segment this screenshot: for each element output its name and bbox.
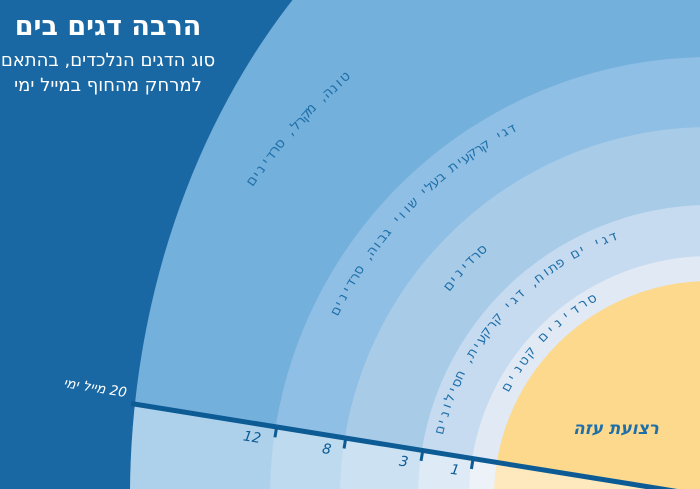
infographic-title: הרבה דגים בים xyxy=(14,11,202,42)
axis-end-label-20nm: 20 מייל ימי xyxy=(62,375,128,402)
header: הרבה דגים בים סוג הדגים הנלכדים, בהתאם ל… xyxy=(0,10,216,98)
gaza-strip-label: רצועת עזה xyxy=(573,419,659,439)
subtitle-line-2: למרחק מהחוף במייל ימי xyxy=(14,75,202,96)
subtitle-line-1: סוג הדגים הנלכדים, בהתאם xyxy=(0,50,216,71)
infographic-subtitle: סוג הדגים הנלכדים, בהתאם למרחק מהחוף במי… xyxy=(0,48,216,98)
axis-tick-label-12: 12 xyxy=(241,428,263,447)
